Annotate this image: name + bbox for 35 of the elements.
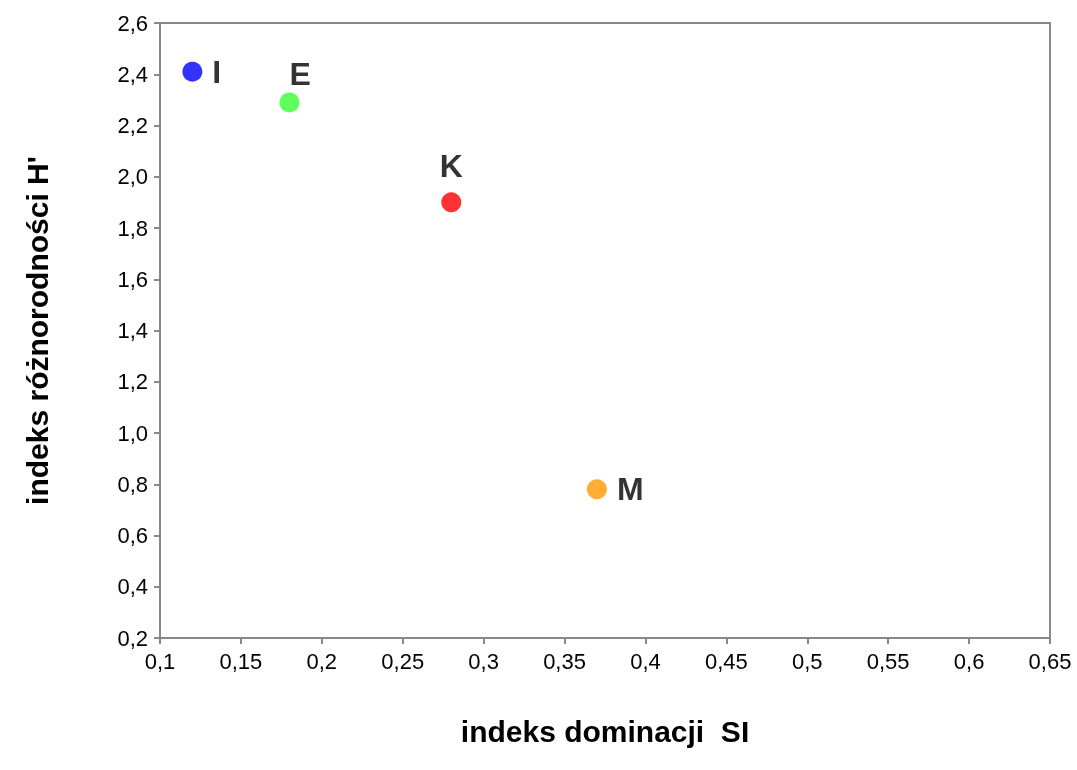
- x-tick-label: 0,15: [219, 648, 263, 674]
- y-tick-label: 2,0: [117, 164, 148, 190]
- y-tick-label: 1,0: [117, 420, 148, 446]
- y-tick-label: 0,2: [117, 625, 148, 651]
- y-tick-label: 1,6: [117, 266, 148, 292]
- x-tick-label: 0,6: [953, 648, 985, 674]
- x-tick-label: 0,1: [144, 648, 176, 674]
- x-tick-label: 0,35: [543, 648, 586, 674]
- point: [182, 61, 203, 82]
- point: [586, 479, 607, 500]
- x-tick-label: 0,2: [306, 648, 338, 674]
- series-label: I: [212, 53, 222, 90]
- x-tick-label: 0,5: [791, 648, 823, 674]
- y-tick-label: 1,8: [117, 215, 148, 241]
- y-tick-label: 2,6: [117, 10, 148, 36]
- y-tick-label: 2,2: [117, 113, 148, 138]
- point: [441, 192, 462, 213]
- x-tick-label: 0,4: [630, 648, 661, 674]
- y-tick-label: 1,4: [117, 318, 148, 343]
- x-tick-label: 0,25: [381, 648, 425, 674]
- y-axis-title: indeks różnorodności H': [20, 156, 54, 505]
- y-tick-label: 1,2: [117, 369, 148, 395]
- x-axis-title: indeks dominacji SI: [460, 714, 750, 748]
- series-label: E: [289, 56, 311, 93]
- x-tick-label: 0,3: [468, 648, 499, 674]
- x-tick-label: 0,65: [1028, 648, 1072, 674]
- series-label: K: [439, 148, 463, 185]
- y-tick-label: 0,8: [117, 471, 148, 497]
- y-tick-label: 2,4: [117, 61, 148, 87]
- y-tick-label: 0,6: [117, 523, 148, 548]
- series-label: M: [616, 471, 644, 508]
- x-tick-label: 0,55: [866, 648, 910, 674]
- y-tick-label: 0,4: [117, 574, 148, 600]
- point: [279, 92, 300, 113]
- x-tick-label: 0,45: [704, 648, 748, 674]
